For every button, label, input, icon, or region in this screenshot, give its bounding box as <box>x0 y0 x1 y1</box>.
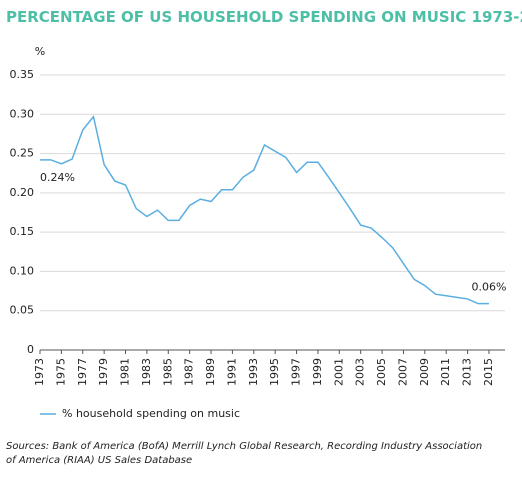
x-tick-label: 2001 <box>332 358 345 386</box>
y-tick-label: 0.15 <box>10 225 35 238</box>
x-tick-label: 2005 <box>375 358 388 386</box>
x-tick-label: 1981 <box>119 358 132 386</box>
annotation: 0.06% <box>471 281 506 294</box>
y-tick-label: 0.30 <box>10 107 35 120</box>
x-tick-label: 1975 <box>54 358 67 386</box>
chart-title: PERCENTAGE OF US HOUSEHOLD SPENDING ON M… <box>6 8 522 26</box>
annotation: 0.24% <box>40 171 75 184</box>
x-tick-label: 1989 <box>204 358 217 386</box>
x-tick-label: 1985 <box>161 358 174 386</box>
x-tick-label: 2009 <box>418 358 431 386</box>
y-tick-label: 0.10 <box>10 264 35 277</box>
y-axis-label: % <box>35 45 45 58</box>
y-tick-label: 0.25 <box>10 147 35 160</box>
x-tick-label: 1991 <box>225 358 238 386</box>
legend-label: % household spending on music <box>62 407 240 420</box>
y-tick-label: 0.05 <box>10 304 35 317</box>
x-tick-label: 1983 <box>140 358 153 386</box>
y-tick-label: 0.35 <box>10 68 35 81</box>
x-tick-label: 2007 <box>396 358 409 386</box>
x-tick-label: 1973 <box>33 358 46 386</box>
x-tick-label: 2015 <box>482 358 495 386</box>
x-tick-label: 2011 <box>439 358 452 386</box>
source-line: of America (RIAA) US Sales Database <box>6 455 192 466</box>
x-tick-label: 2013 <box>461 358 474 386</box>
data-line <box>40 114 489 305</box>
y-tick-label: 0.20 <box>10 186 35 199</box>
x-tick-label: 1993 <box>247 358 260 386</box>
x-tick-label: 2003 <box>354 358 367 386</box>
x-tick-label: 1987 <box>183 358 196 386</box>
x-tick-label: 1979 <box>97 358 110 386</box>
x-tick-label: 1977 <box>76 358 89 386</box>
y-tick-label: 0 <box>27 343 34 356</box>
x-tick-label: 1995 <box>268 358 281 386</box>
x-tick-label: 1999 <box>311 358 324 386</box>
source-line: Sources: Bank of America (BofA) Merrill … <box>6 441 482 452</box>
x-tick-label: 1997 <box>290 358 303 386</box>
